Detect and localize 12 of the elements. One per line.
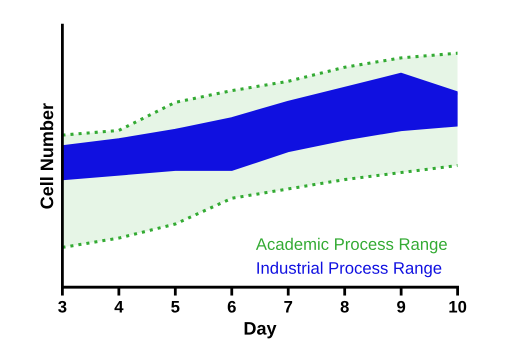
text: Industrial Process Range — [257, 262, 442, 278]
x-tick-label: 7 — [284, 301, 292, 312]
y-axis-title: Cell Number — [40, 103, 54, 209]
x-tick-label: 9 — [397, 300, 406, 313]
x-tick-label: 6 — [228, 300, 236, 313]
x-tick-label: 10 — [449, 300, 466, 313]
x-tick-label: 3 — [58, 300, 66, 313]
x-tick-label: 8 — [340, 300, 349, 313]
x-tick-label: 5 — [171, 301, 180, 313]
x-axis-title: Day — [244, 322, 276, 338]
x-tick-label: 4 — [114, 301, 124, 312]
text: Academic Process Range — [256, 238, 447, 254]
